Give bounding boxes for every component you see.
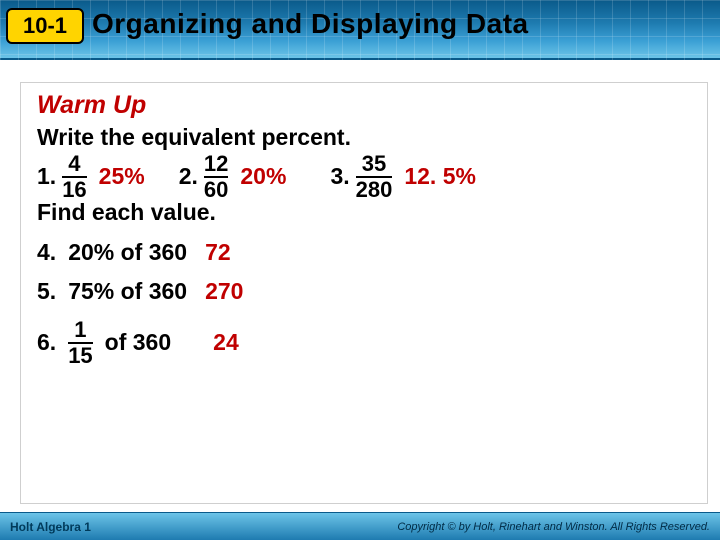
problem-number: 3. bbox=[330, 164, 349, 189]
numerator: 4 bbox=[68, 153, 80, 175]
problem-suffix: of 360 bbox=[105, 330, 171, 355]
fraction: 35 280 bbox=[356, 153, 393, 201]
problem-number: 2. bbox=[179, 164, 198, 189]
fraction: 1 15 bbox=[68, 319, 92, 367]
header-band: 10-1 Organizing and Displaying Data bbox=[0, 0, 720, 60]
answer: 270 bbox=[205, 279, 243, 304]
denominator: 15 bbox=[68, 345, 92, 367]
problem-number: 5. bbox=[37, 279, 56, 304]
answer: 12. 5% bbox=[404, 164, 476, 189]
problem-3: 3. 35 280 12. 5% bbox=[330, 153, 476, 201]
denominator: 280 bbox=[356, 179, 393, 201]
problems-row-1: 1. 4 16 25% 2. 12 60 20% 3. 35 2 bbox=[37, 153, 691, 201]
page-title: Organizing and Displaying Data bbox=[92, 8, 529, 40]
footer: Holt Algebra 1 Copyright © by Holt, Rine… bbox=[0, 512, 720, 540]
problem-1: 1. 4 16 25% bbox=[37, 153, 145, 201]
problem-text: 75% of 360 bbox=[68, 279, 187, 304]
fraction: 12 60 bbox=[204, 153, 228, 201]
answer: 24 bbox=[213, 330, 239, 355]
denominator: 60 bbox=[204, 179, 228, 201]
lesson-badge: 10-1 bbox=[6, 8, 84, 44]
denominator: 16 bbox=[62, 179, 86, 201]
answer: 20% bbox=[240, 164, 286, 189]
fraction: 4 16 bbox=[62, 153, 86, 201]
answer: 72 bbox=[205, 240, 231, 265]
answer: 25% bbox=[99, 164, 145, 189]
problem-5: 5. 75% of 360 270 bbox=[37, 279, 691, 304]
problem-6: 6. 1 15 of 360 24 bbox=[37, 319, 691, 367]
problem-text: 20% of 360 bbox=[68, 240, 187, 265]
numerator: 1 bbox=[74, 319, 86, 341]
problem-2: 2. 12 60 20% bbox=[179, 153, 287, 201]
instruction-1: Write the equivalent percent. bbox=[37, 124, 691, 151]
copyright: Copyright © by Holt, Rinehart and Winsto… bbox=[397, 521, 710, 533]
problem-4: 4. 20% of 360 72 bbox=[37, 240, 691, 265]
problem-number: 6. bbox=[37, 330, 56, 355]
problem-number: 4. bbox=[37, 240, 56, 265]
content-panel: Warm Up Write the equivalent percent. 1.… bbox=[20, 82, 708, 504]
numerator: 35 bbox=[362, 153, 386, 175]
warmup-label: Warm Up bbox=[37, 91, 691, 120]
book-title: Holt Algebra 1 bbox=[10, 520, 91, 534]
instruction-2: Find each value. bbox=[37, 199, 691, 226]
problem-number: 1. bbox=[37, 164, 56, 189]
numerator: 12 bbox=[204, 153, 228, 175]
